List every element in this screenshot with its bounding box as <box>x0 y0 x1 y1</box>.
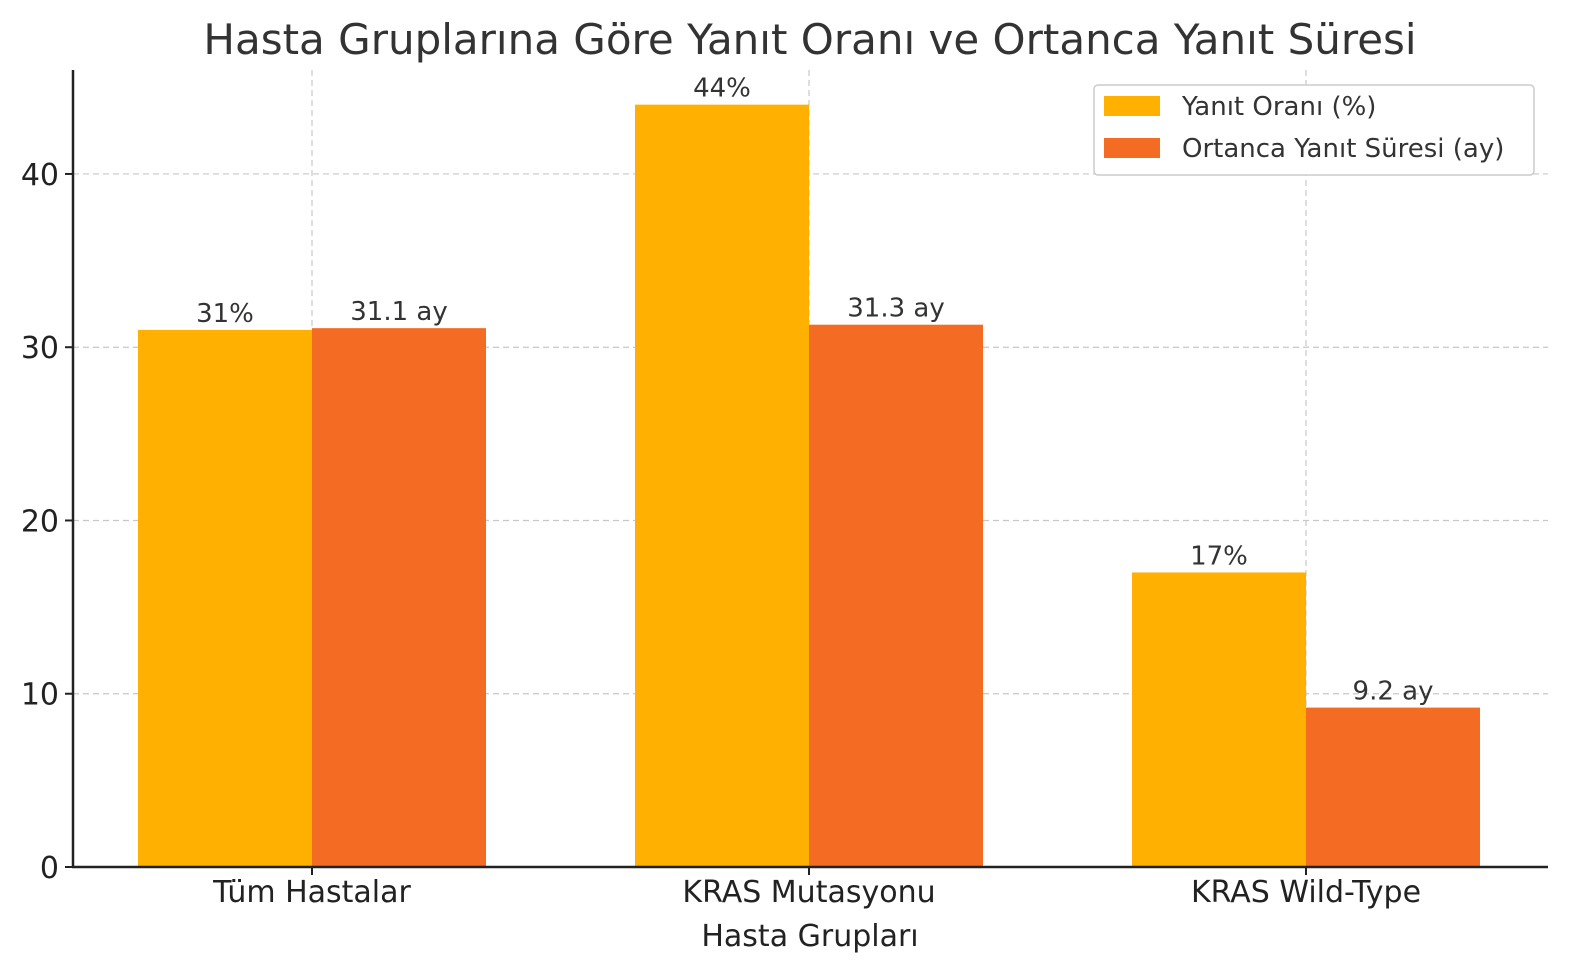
y-tick-label: 10 <box>21 678 59 713</box>
bar-labels: 31% 44% 17% 31.1 ay 31.3 ay 9.2 ay <box>196 74 1433 707</box>
data-label: 17% <box>1190 541 1248 571</box>
chart-title: Hasta Gruplarına Göre Yanıt Oranı ve Ort… <box>203 15 1416 64</box>
legend-swatch <box>1104 138 1160 158</box>
bar <box>809 324 983 867</box>
bar <box>1132 572 1306 867</box>
bar <box>1306 707 1480 867</box>
legend-frame <box>1093 84 1535 176</box>
data-label: 9.2 ay <box>1353 677 1434 707</box>
y-tick-label: 30 <box>21 331 59 366</box>
data-label: 44% <box>693 74 751 104</box>
bar <box>635 104 809 868</box>
data-label: 31% <box>196 299 254 329</box>
bars <box>138 104 1480 868</box>
data-label: 31.1 ay <box>350 297 447 327</box>
y-tick-label: 0 <box>40 851 59 886</box>
x-tick-label: KRAS Wild-Type <box>1191 875 1421 910</box>
x-tick-label: Tüm Hastalar <box>212 875 411 910</box>
legend: Yanıt Oranı (%) Ortanca Yanıt Süresi (ay) <box>1093 84 1535 176</box>
bar <box>312 328 486 867</box>
legend-label: Yanıt Oranı (%) <box>1181 92 1376 122</box>
x-axis-label: Hasta Grupları <box>701 919 918 954</box>
data-label: 31.3 ay <box>847 294 944 324</box>
tick-labels: 0 10 20 30 40 Tüm Hastalar KRAS Mutasyonu KRAS … <box>21 158 1421 910</box>
bar <box>138 329 312 867</box>
y-tick-label: 40 <box>21 158 59 193</box>
legend-label: Ortanca Yanıt Süresi (ay) <box>1182 134 1504 164</box>
x-tick-label: KRAS Mutasyonu <box>682 875 935 910</box>
y-tick-label: 20 <box>21 504 59 539</box>
legend-swatch <box>1104 96 1160 116</box>
